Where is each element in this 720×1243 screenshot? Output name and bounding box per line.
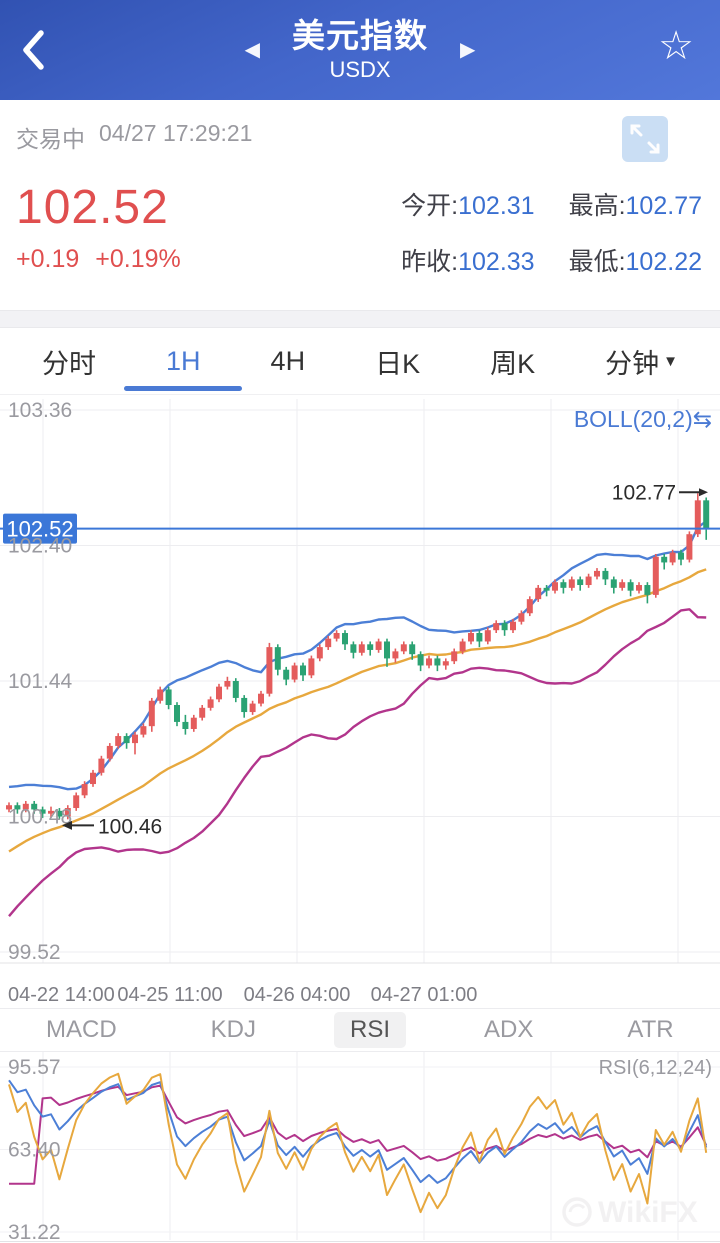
svg-text:100.46: 100.46 bbox=[98, 815, 162, 838]
x-tick-4: 04-27 01:00 bbox=[370, 984, 478, 1006]
candlestick-chart[interactable]: 102.52 103.36 102.40 101.44 100.48 99.52 BOLL(… bbox=[0, 394, 720, 984]
symbol-code: USDX bbox=[329, 57, 391, 83]
high-value: 102.77 bbox=[625, 192, 702, 220]
tab-rsi[interactable]: RSI bbox=[334, 1012, 407, 1048]
x-tick-2: 04-25 11:00 bbox=[117, 984, 223, 1006]
svg-text:95.57: 95.57 bbox=[8, 1056, 61, 1079]
rsi-chart[interactable]: WikiFX 95.57 63.40 31.22 RSI(6,12,24) bbox=[0, 1052, 720, 1243]
tab-fenshi[interactable]: 分时 bbox=[42, 348, 96, 379]
tab-atr[interactable]: ATR bbox=[627, 1016, 674, 1043]
expand-arrows-icon bbox=[630, 124, 660, 154]
svg-text:63.40: 63.40 bbox=[8, 1138, 61, 1161]
back-button[interactable] bbox=[20, 28, 46, 72]
tab-macd[interactable]: MACD bbox=[46, 1016, 117, 1043]
open-label: 今开: bbox=[401, 192, 459, 220]
svg-text:31.22: 31.22 bbox=[8, 1221, 61, 1243]
svg-text:102.77: 102.77 bbox=[612, 481, 676, 504]
tab-daily[interactable]: 日K bbox=[375, 348, 421, 379]
price-change-percent: +0.19% bbox=[95, 245, 181, 273]
chevron-down-icon: ▼ bbox=[663, 352, 678, 370]
svg-text:102.40: 102.40 bbox=[8, 535, 72, 558]
expand-chart-button[interactable] bbox=[622, 116, 668, 162]
high-label: 最高: bbox=[568, 192, 626, 220]
quote-panel: 交易中 04/27 17:29:21 102.52 +0.19 +0.19% 今… bbox=[0, 100, 720, 310]
time-axis: 04-22 14:00 04-25 11:00 04-26 04:00 04-2… bbox=[0, 984, 720, 1008]
candlestick-chart-canvas: 102.52 103.36 102.40 101.44 100.48 99.52 BOLL(… bbox=[0, 399, 720, 964]
app-header: ◀ 美元指数 USDX ▶ ☆ bbox=[0, 0, 720, 100]
timeframe-tab-bar: 分时 1H 4H 日K 周K 分钟 ▼ bbox=[0, 328, 720, 394]
svg-text:RSI(6,12,24): RSI(6,12,24) bbox=[599, 1057, 712, 1079]
indicator-tab-bar: MACD KDJ RSI ADX ATR bbox=[0, 1008, 720, 1052]
tab-1h[interactable]: 1H bbox=[156, 328, 211, 394]
quote-datetime: 04/27 17:29:21 bbox=[99, 120, 253, 146]
trading-status: 交易中 bbox=[16, 126, 85, 152]
svg-text:BOLL(20,2)⇆: BOLL(20,2)⇆ bbox=[574, 406, 712, 432]
svg-text:99.52: 99.52 bbox=[8, 941, 61, 964]
tab-4h[interactable]: 4H bbox=[270, 345, 306, 376]
svg-text:102.52: 102.52 bbox=[6, 517, 73, 542]
back-chevron-icon bbox=[23, 30, 44, 70]
x-tick-3: 04-26 04:00 bbox=[243, 984, 351, 1006]
tab-adx[interactable]: ADX bbox=[484, 1016, 534, 1043]
open-value: 102.31 bbox=[458, 192, 535, 220]
next-symbol-arrow-icon[interactable]: ▶ bbox=[460, 39, 476, 62]
svg-text:100.48: 100.48 bbox=[8, 806, 72, 829]
favorite-star-icon[interactable]: ☆ bbox=[658, 24, 694, 68]
svg-text:103.36: 103.36 bbox=[8, 399, 72, 422]
section-divider bbox=[0, 310, 720, 328]
tab-minute-dropdown[interactable]: 分钟 ▼ bbox=[605, 348, 678, 379]
price-change: +0.19 bbox=[16, 245, 80, 273]
low-value: 102.22 bbox=[625, 248, 702, 276]
tab-weekly[interactable]: 周K bbox=[490, 348, 536, 379]
x-tick-1: 04-22 14:00 bbox=[8, 984, 115, 1006]
low-label: 最低: bbox=[568, 248, 626, 276]
tab-kdj[interactable]: KDJ bbox=[210, 1016, 257, 1043]
last-price: 102.52 bbox=[16, 181, 169, 234]
prev-close-value: 102.33 bbox=[458, 248, 535, 276]
ohlc-stats: 今开:102.31 最高:102.77 昨收:102.33 最低:102.22 bbox=[401, 186, 702, 278]
page-title: 美元指数 bbox=[292, 17, 428, 55]
prev-close-label: 昨收: bbox=[401, 248, 459, 276]
svg-text:101.44: 101.44 bbox=[8, 670, 73, 693]
prev-symbol-arrow-icon[interactable]: ◀ bbox=[244, 39, 260, 62]
